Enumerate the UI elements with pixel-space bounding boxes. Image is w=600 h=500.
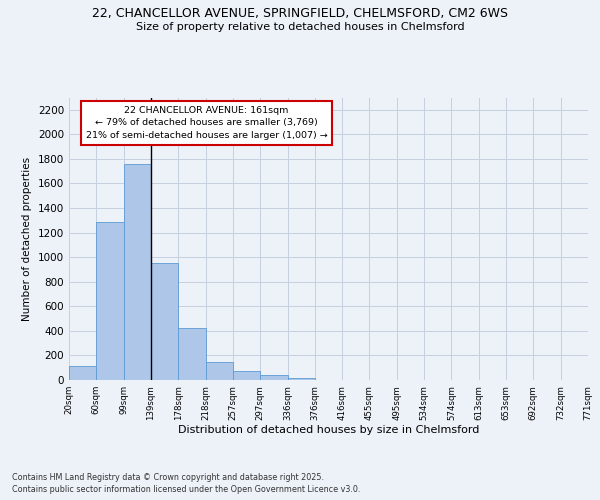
Text: 22 CHANCELLOR AVENUE: 161sqm
← 79% of detached houses are smaller (3,769)
21% of: 22 CHANCELLOR AVENUE: 161sqm ← 79% of de… [86, 106, 328, 140]
Y-axis label: Number of detached properties: Number of detached properties [22, 156, 32, 321]
Bar [178, 328, 206, 380]
Bar [151, 262, 178, 380]
Text: Contains public sector information licensed under the Open Government Licence v3: Contains public sector information licen… [12, 485, 361, 494]
X-axis label: Distribution of detached houses by size in Chelmsford: Distribution of detached houses by size … [178, 426, 479, 436]
Bar [69, 366, 97, 380]
Text: 22, CHANCELLOR AVENUE, SPRINGFIELD, CHELMSFORD, CM2 6WS: 22, CHANCELLOR AVENUE, SPRINGFIELD, CHEL… [92, 8, 508, 20]
Bar [124, 164, 151, 380]
Bar [233, 372, 260, 380]
Text: Contains HM Land Registry data © Crown copyright and database right 2025.: Contains HM Land Registry data © Crown c… [12, 472, 324, 482]
Bar [287, 378, 315, 380]
Bar [260, 376, 287, 380]
Text: Size of property relative to detached houses in Chelmsford: Size of property relative to detached ho… [136, 22, 464, 32]
Bar [206, 362, 233, 380]
Bar [97, 222, 124, 380]
